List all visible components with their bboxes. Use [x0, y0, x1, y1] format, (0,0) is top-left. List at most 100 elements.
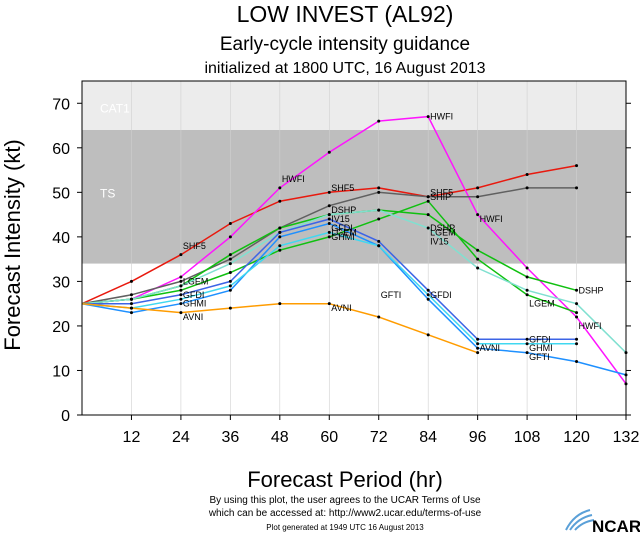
- data-point-gfti: [278, 235, 282, 239]
- data-point-ghmi: [327, 230, 331, 234]
- data-point-lgem: [426, 199, 430, 203]
- data-point-gfti: [476, 346, 480, 350]
- data-point-hwfi: [278, 186, 282, 190]
- series-line-iv15: [81, 209, 627, 354]
- data-point-shf5: [476, 186, 480, 190]
- series-label-ghmi: GHMI: [183, 299, 207, 309]
- data-point-gfdi: [179, 293, 183, 297]
- data-point-ship: [575, 186, 579, 190]
- band-label-cat1: CAT1: [100, 102, 130, 116]
- series-label-hwfi: HWFI: [282, 174, 305, 184]
- data-point-ghmi: [575, 342, 579, 346]
- band-ts: [82, 129, 626, 264]
- data-point-shf5: [228, 222, 232, 226]
- data-point-lgem: [476, 257, 480, 261]
- data-point-gfti: [575, 360, 579, 364]
- data-point-gfti: [525, 351, 529, 355]
- data-point-ship: [426, 195, 430, 199]
- data-point-gfdi: [426, 288, 430, 292]
- y-tick-label: 40: [52, 230, 70, 247]
- data-point-ghmi: [426, 293, 430, 297]
- data-point-ship: [179, 279, 183, 283]
- series-line-hwfi: [81, 115, 627, 385]
- data-point-shf5: [377, 186, 381, 190]
- data-point-ship: [129, 293, 133, 297]
- series-label-avni: AVNI: [480, 343, 500, 353]
- plot-frame: [81, 80, 627, 416]
- x-tick-label: 60: [320, 429, 338, 446]
- series-label-gfdi: GFDI: [529, 334, 551, 344]
- series-label-hwfi: HWFI: [480, 214, 503, 224]
- ncar-logo-text: NCAR: [592, 517, 640, 535]
- data-point-ghmi: [278, 244, 282, 248]
- data-point-gfdi: [377, 239, 381, 243]
- data-point-lgem: [327, 235, 331, 239]
- ncar-logo: NCAR: [565, 509, 640, 535]
- data-point-ship: [377, 190, 381, 194]
- series-label-ship: SHIP: [430, 192, 451, 202]
- data-point-avni: [179, 311, 183, 315]
- data-point-gfti: [179, 302, 183, 306]
- series-label-gfdi: GFDI: [183, 290, 205, 300]
- chart-init-time: initialized at 1800 UTC, 16 August 2013: [204, 60, 485, 77]
- y-tick-label: 0: [61, 408, 70, 425]
- data-point-hwfi: [476, 213, 480, 217]
- data-point-hwfi: [179, 275, 183, 279]
- data-point-shf5: [278, 199, 282, 203]
- series-label-ghmi: GHMI: [529, 343, 553, 353]
- axes: 12 24 36 48 60 72 84 96 108 120 132 0 10 20 30 40 50 60 70: [52, 80, 639, 446]
- data-point-avni: [476, 351, 480, 355]
- data-point-iv15: [228, 262, 232, 266]
- data-point-iv15: [129, 297, 133, 301]
- generated-time: Plot generated at 1949 UTC 16 August 201…: [266, 523, 424, 532]
- x-tick-label: 108: [514, 429, 541, 446]
- band-cat1: [82, 81, 626, 130]
- data-point-dshp: [228, 253, 232, 257]
- data-point-shf5: [327, 190, 331, 194]
- data-point-dshp: [575, 288, 579, 292]
- data-point-ghmi: [228, 284, 232, 288]
- data-point-lgem: [179, 288, 183, 292]
- data-point-gfdi: [228, 279, 232, 283]
- x-tick-label: 36: [221, 429, 239, 446]
- data-point-hwfi: [525, 266, 529, 270]
- data-point-dshp: [476, 248, 480, 252]
- series-label-lgem: LGEM: [430, 227, 456, 237]
- series-label-gfti: GFTI: [529, 352, 550, 362]
- series-label-hwfi: HWFI: [579, 321, 602, 331]
- x-tick-label: 84: [419, 429, 437, 446]
- x-tick-label: 24: [172, 429, 190, 446]
- data-point-ship: [228, 257, 232, 261]
- data-point-iv15: [377, 208, 381, 212]
- series-label-avni: AVNI: [183, 312, 203, 322]
- x-tick-label: 12: [123, 429, 141, 446]
- data-point-dshp: [426, 213, 430, 217]
- data-point-gfti: [228, 288, 232, 292]
- data-point-ghmi: [476, 342, 480, 346]
- x-tick-label: 48: [271, 429, 289, 446]
- series-label-gfti: GFTI: [381, 290, 402, 300]
- data-point-hwfi: [575, 315, 579, 319]
- y-tick-label: 30: [52, 274, 70, 291]
- data-point-avni: [327, 302, 331, 306]
- data-point-gfdi: [525, 337, 529, 341]
- data-point-gfti: [426, 297, 430, 301]
- y-axis-label: Forecast Intensity (kt): [0, 139, 25, 351]
- gridlines: [131, 81, 627, 415]
- data-point-lgem: [228, 270, 232, 274]
- data-point-gfdi: [476, 337, 480, 341]
- data-point-ghmi: [179, 297, 183, 301]
- x-tick-label: 72: [370, 429, 388, 446]
- ncar-logo-icon: [565, 509, 595, 531]
- series-labels: SHF5 SHF5 SHF5 HWFI HWFI HWFI HWFI SHIP DSHP DSHP…: [183, 112, 604, 362]
- data-point-iv15: [476, 266, 480, 270]
- data-point-shf5: [575, 164, 579, 168]
- series-label-shf5: SHF5: [331, 183, 354, 193]
- series-label-gfdi: GFDI: [430, 290, 452, 300]
- category-bands: TS CAT1: [82, 81, 626, 264]
- band-label-ts: TS: [100, 186, 115, 200]
- data-point-gfdi: [575, 337, 579, 341]
- series-label-hwfi: HWFI: [430, 112, 453, 122]
- data-point-hwfi: [327, 150, 331, 154]
